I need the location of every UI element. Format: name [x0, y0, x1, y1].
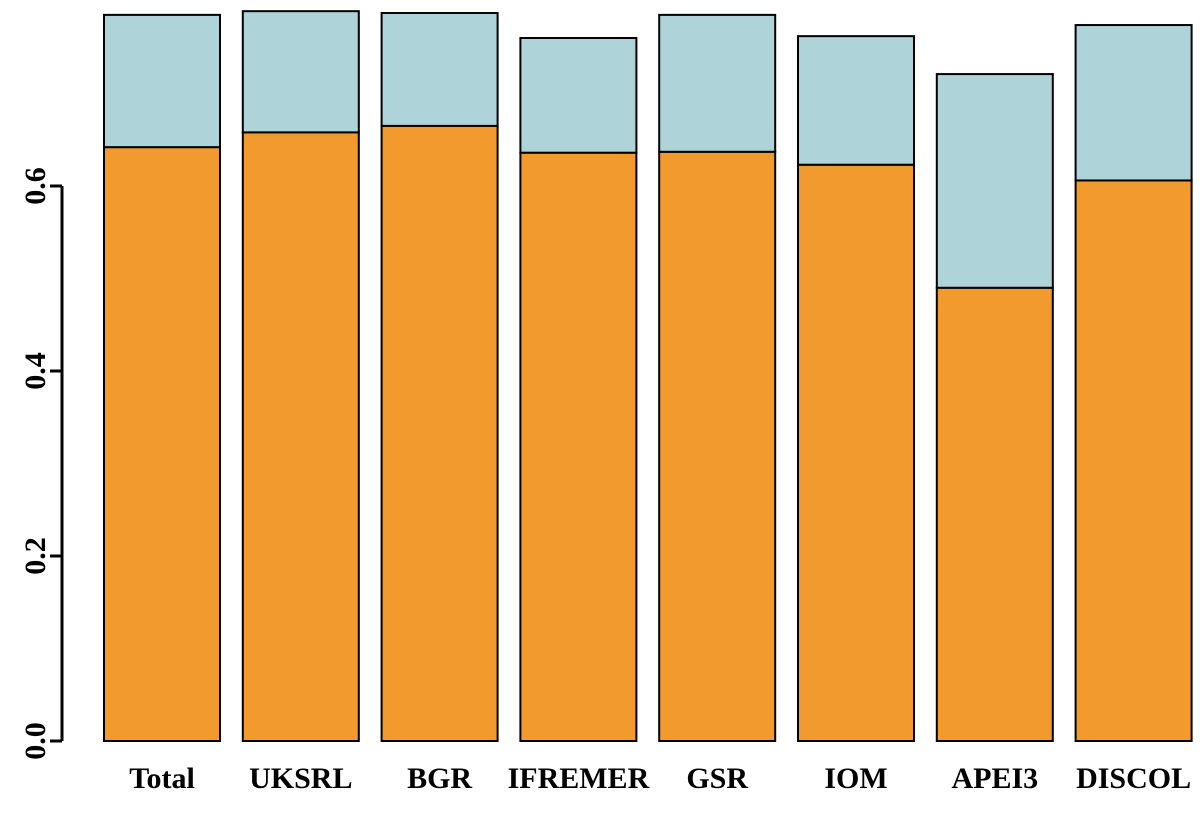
bar-segment: [519, 37, 638, 154]
x-tick-label: IOM: [824, 762, 887, 795]
bar-segment: [519, 151, 638, 742]
bar-segment: [658, 13, 777, 153]
x-tick-label: APEI3: [951, 762, 1038, 795]
y-tick-label: 0.4: [19, 352, 52, 390]
x-tick-label: GSR: [686, 762, 748, 795]
x-tick-label: BGR: [407, 762, 472, 795]
x-tick-label: DISCOL: [1076, 762, 1191, 795]
bar-segment: [935, 286, 1054, 742]
y-tick-label: 0.6: [19, 167, 52, 205]
bar-segment: [797, 163, 915, 743]
bar-segment: [935, 73, 1054, 289]
y-tick-label: 0.0: [19, 722, 52, 760]
bar-segment: [1074, 179, 1193, 742]
bar-segment: [103, 146, 221, 742]
x-tick-label: UKSRL: [249, 762, 352, 795]
bar-segment: [380, 12, 499, 127]
bar-segment: [1074, 24, 1193, 182]
bar-segment: [241, 10, 360, 134]
x-tick-label: Total: [129, 762, 195, 795]
x-tick-label: IFREMER: [508, 762, 650, 795]
bar-segment: [380, 124, 499, 742]
bar-segment: [658, 150, 777, 742]
bar-segment: [103, 13, 221, 149]
bar-segment: [241, 131, 360, 743]
bar-segment: [797, 35, 915, 166]
y-tick-label: 0.2: [19, 537, 52, 575]
